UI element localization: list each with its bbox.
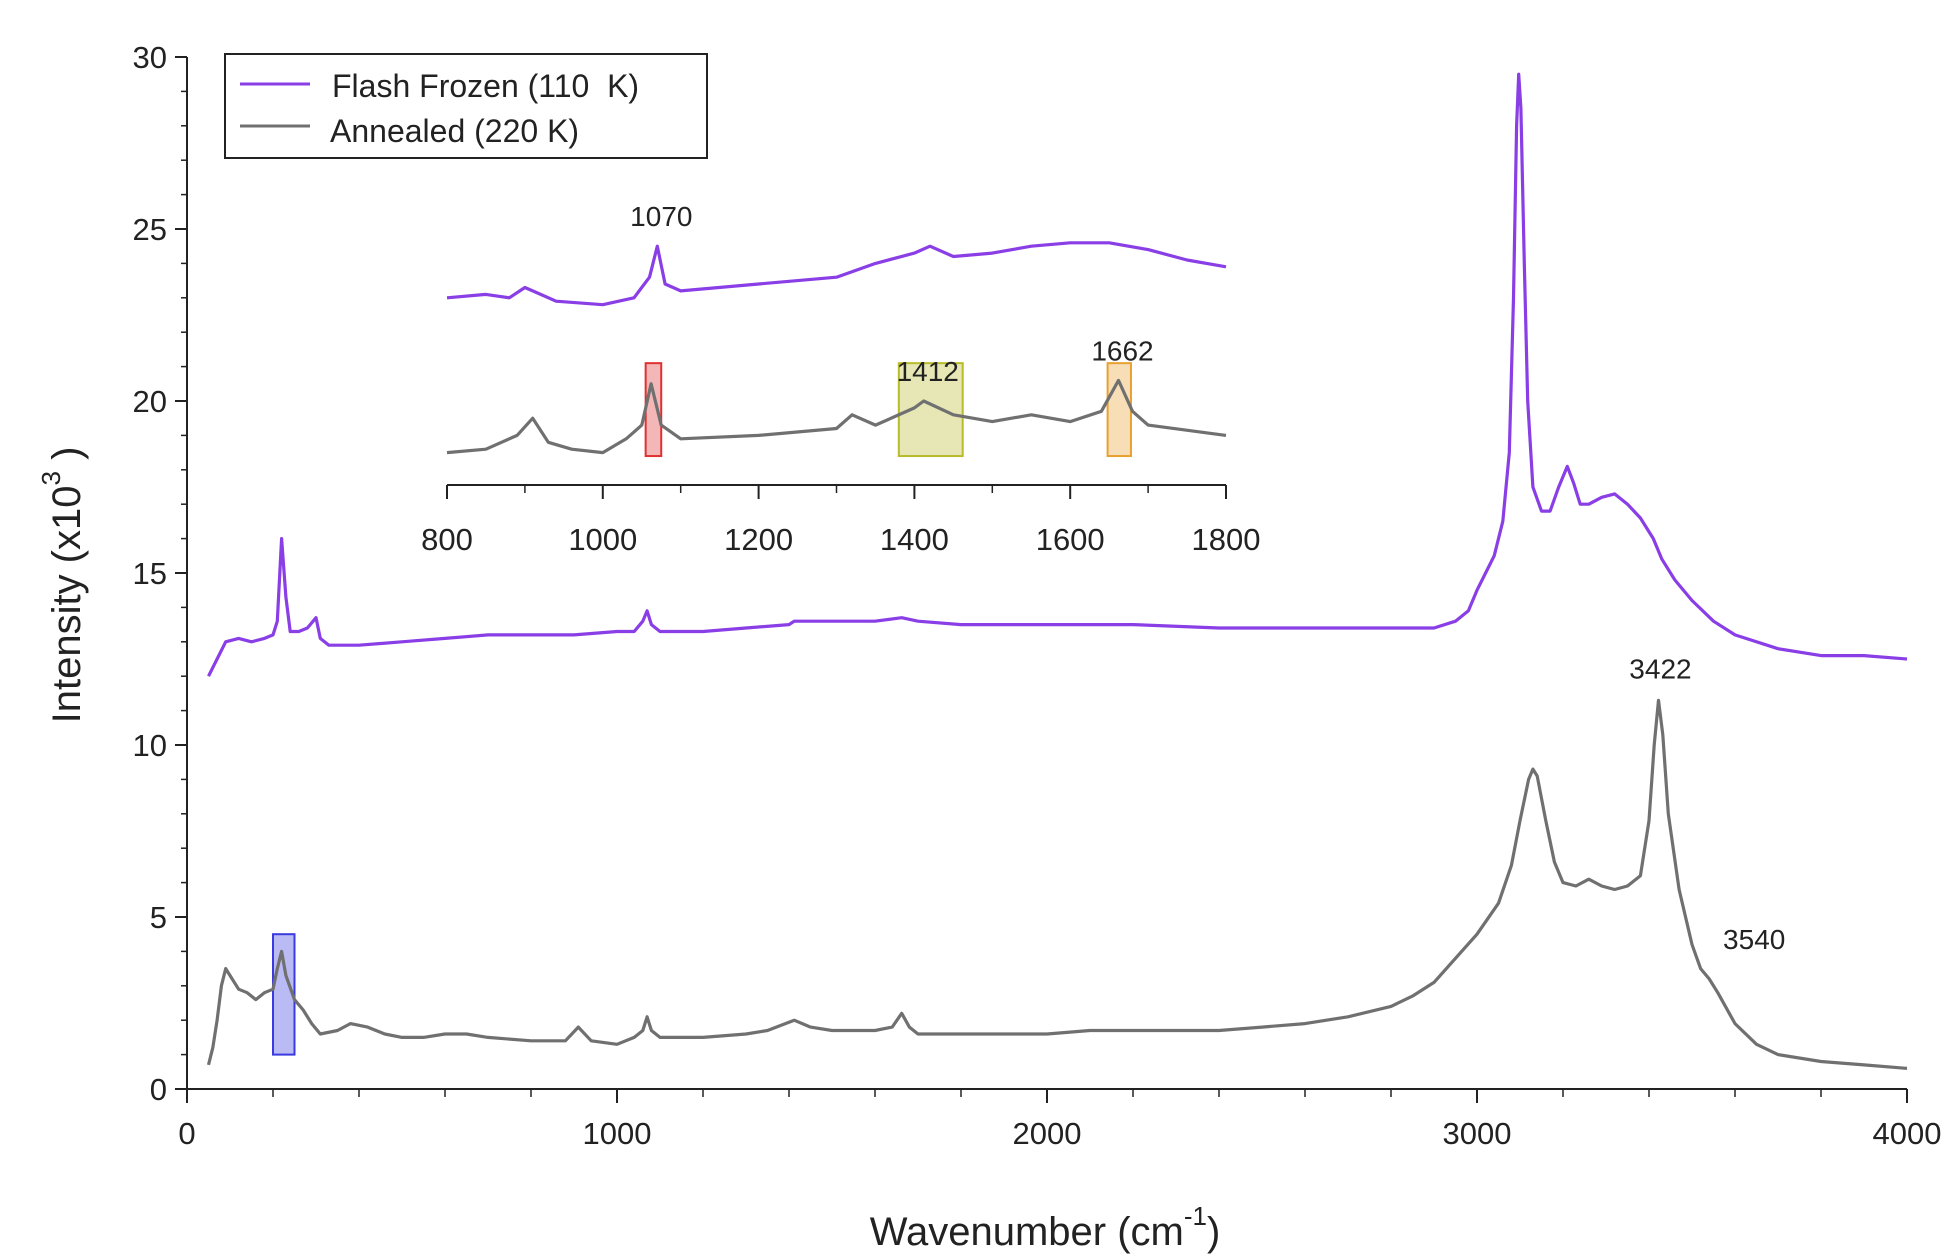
inset-x-tick-label: 1000 bbox=[568, 522, 637, 557]
y-tick-label: 25 bbox=[133, 212, 167, 247]
y-axis-title-close: ) bbox=[45, 447, 89, 471]
y-tick-label: 15 bbox=[133, 556, 167, 591]
x-axis-title-close: ) bbox=[1207, 1210, 1220, 1254]
legend: Flash Frozen (110 K) Annealed (220 K) bbox=[224, 53, 708, 159]
x-axis-title-text: Wavenumber (cm bbox=[870, 1210, 1184, 1254]
x-axis-title: Wavenumber (cm-1) bbox=[870, 1201, 1221, 1254]
inset-x-tick-label: 1400 bbox=[880, 522, 949, 557]
x-tick-label: 0 bbox=[178, 1116, 195, 1151]
x-tick-label: 3000 bbox=[1443, 1116, 1512, 1151]
inset-peak-label: 1662 bbox=[1091, 335, 1153, 366]
inset-series-line-flash-frozen bbox=[446, 241, 1227, 307]
y-tick-label: 0 bbox=[150, 1072, 167, 1107]
x-axis-title-sup: -1 bbox=[1184, 1201, 1207, 1231]
highlight-boxes bbox=[272, 362, 1132, 1056]
y-tick-label: 30 bbox=[133, 40, 167, 75]
main-axes: 0 5 10 15 20 25 30 0 1000 2000 3000 4000 bbox=[133, 40, 1942, 1151]
x-tick-label: 4000 bbox=[1873, 1116, 1942, 1151]
inset-highlight-box bbox=[1106, 362, 1132, 458]
x-tick-label: 1000 bbox=[583, 1116, 652, 1151]
y-axis-title-sup: 3 bbox=[36, 471, 66, 485]
inset-axes: 800 1000 1200 1400 1600 1800 bbox=[421, 484, 1261, 557]
peak-label: 3540 bbox=[1723, 924, 1785, 955]
inset-x-tick-label: 1600 bbox=[1036, 522, 1105, 557]
inset-x-tick-label: 1800 bbox=[1192, 522, 1261, 557]
series-layer bbox=[206, 72, 1908, 1070]
y-axis-title-text: Intensity (x10 bbox=[45, 486, 89, 724]
y-axis-title: Intensity (x103 ) bbox=[36, 447, 89, 724]
peak-annotations: 3422 3540 1070 1412 1662 bbox=[630, 201, 1785, 955]
y-tick-label: 10 bbox=[133, 728, 167, 763]
inset-series-line-annealed bbox=[446, 378, 1227, 455]
inset-x-tick-label: 800 bbox=[421, 522, 473, 557]
legend-box bbox=[224, 53, 708, 159]
inset-x-tick-label: 1200 bbox=[724, 522, 793, 557]
legend-label-flash-frozen: Flash Frozen (110 K) bbox=[332, 68, 639, 104]
series-line-flash-frozen bbox=[207, 72, 1908, 677]
y-tick-label: 20 bbox=[133, 384, 167, 419]
y-tick-label: 5 bbox=[150, 900, 167, 935]
inset-peak-label: 1412 bbox=[897, 356, 959, 387]
peak-label: 3422 bbox=[1629, 653, 1691, 684]
x-tick-label: 2000 bbox=[1013, 1116, 1082, 1151]
legend-label-annealed: Annealed (220 K) bbox=[330, 113, 579, 149]
series-line-annealed bbox=[206, 698, 1908, 1070]
inset-peak-label: 1070 bbox=[630, 201, 692, 232]
